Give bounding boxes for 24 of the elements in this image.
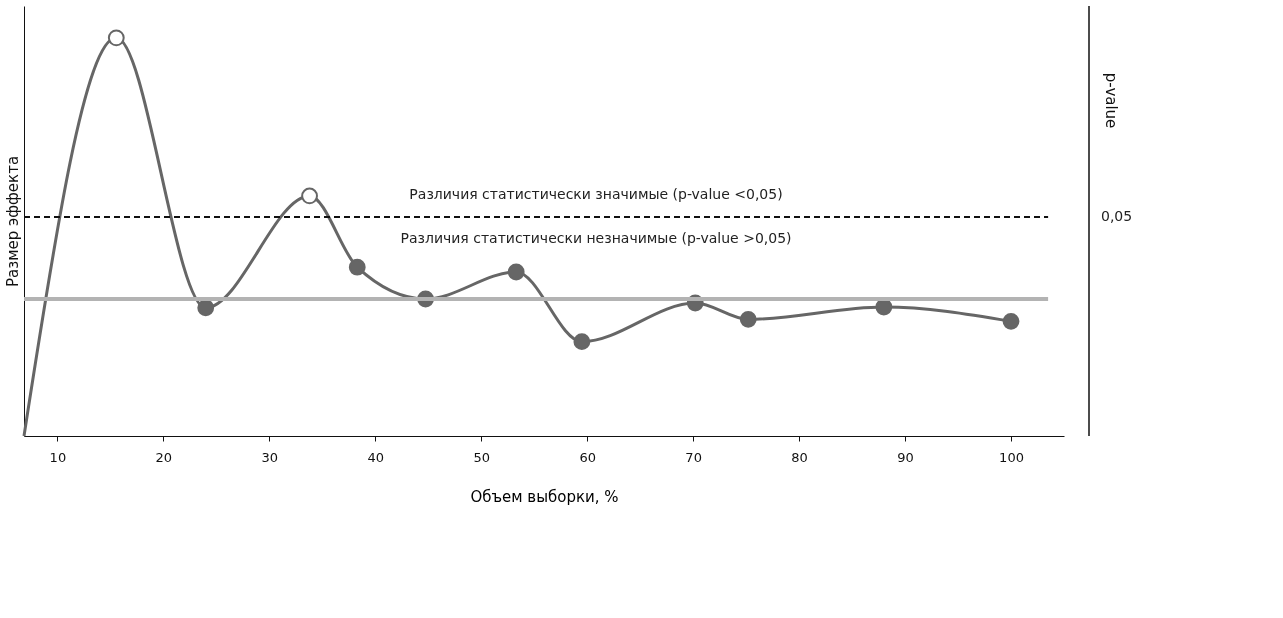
x-tick-label: 90 [897, 449, 914, 465]
point [107, 29, 125, 47]
y-axis-title: Размер эффекта [3, 155, 22, 288]
point [507, 263, 525, 281]
text: 0,05 [1101, 208, 1133, 225]
x-axis-title: Объем выборки, % [470, 487, 619, 506]
x-tick-label: 20 [155, 449, 173, 465]
x-tick-label: 60 [579, 449, 596, 465]
x-tick-label: 10 [49, 449, 67, 465]
annotation: Различия статистически значимые (p-value <0,05) [409, 186, 783, 203]
point [348, 258, 366, 276]
x-tick-label: 70 [685, 449, 702, 465]
annotation: Различия статистически незначимые (p-value >0,05) [400, 230, 792, 247]
point [1002, 312, 1020, 330]
x-tick-label: 30 [261, 449, 279, 465]
x-tick-label: 100 [999, 449, 1024, 465]
y2-axis-title: p-value [1102, 72, 1120, 129]
x-tick-label: 80 [791, 449, 808, 465]
point [301, 187, 318, 205]
x-tick-label: 40 [367, 449, 385, 465]
point [197, 299, 215, 317]
x-tick-label: 50 [473, 449, 490, 465]
point [739, 310, 757, 328]
point [573, 333, 591, 351]
